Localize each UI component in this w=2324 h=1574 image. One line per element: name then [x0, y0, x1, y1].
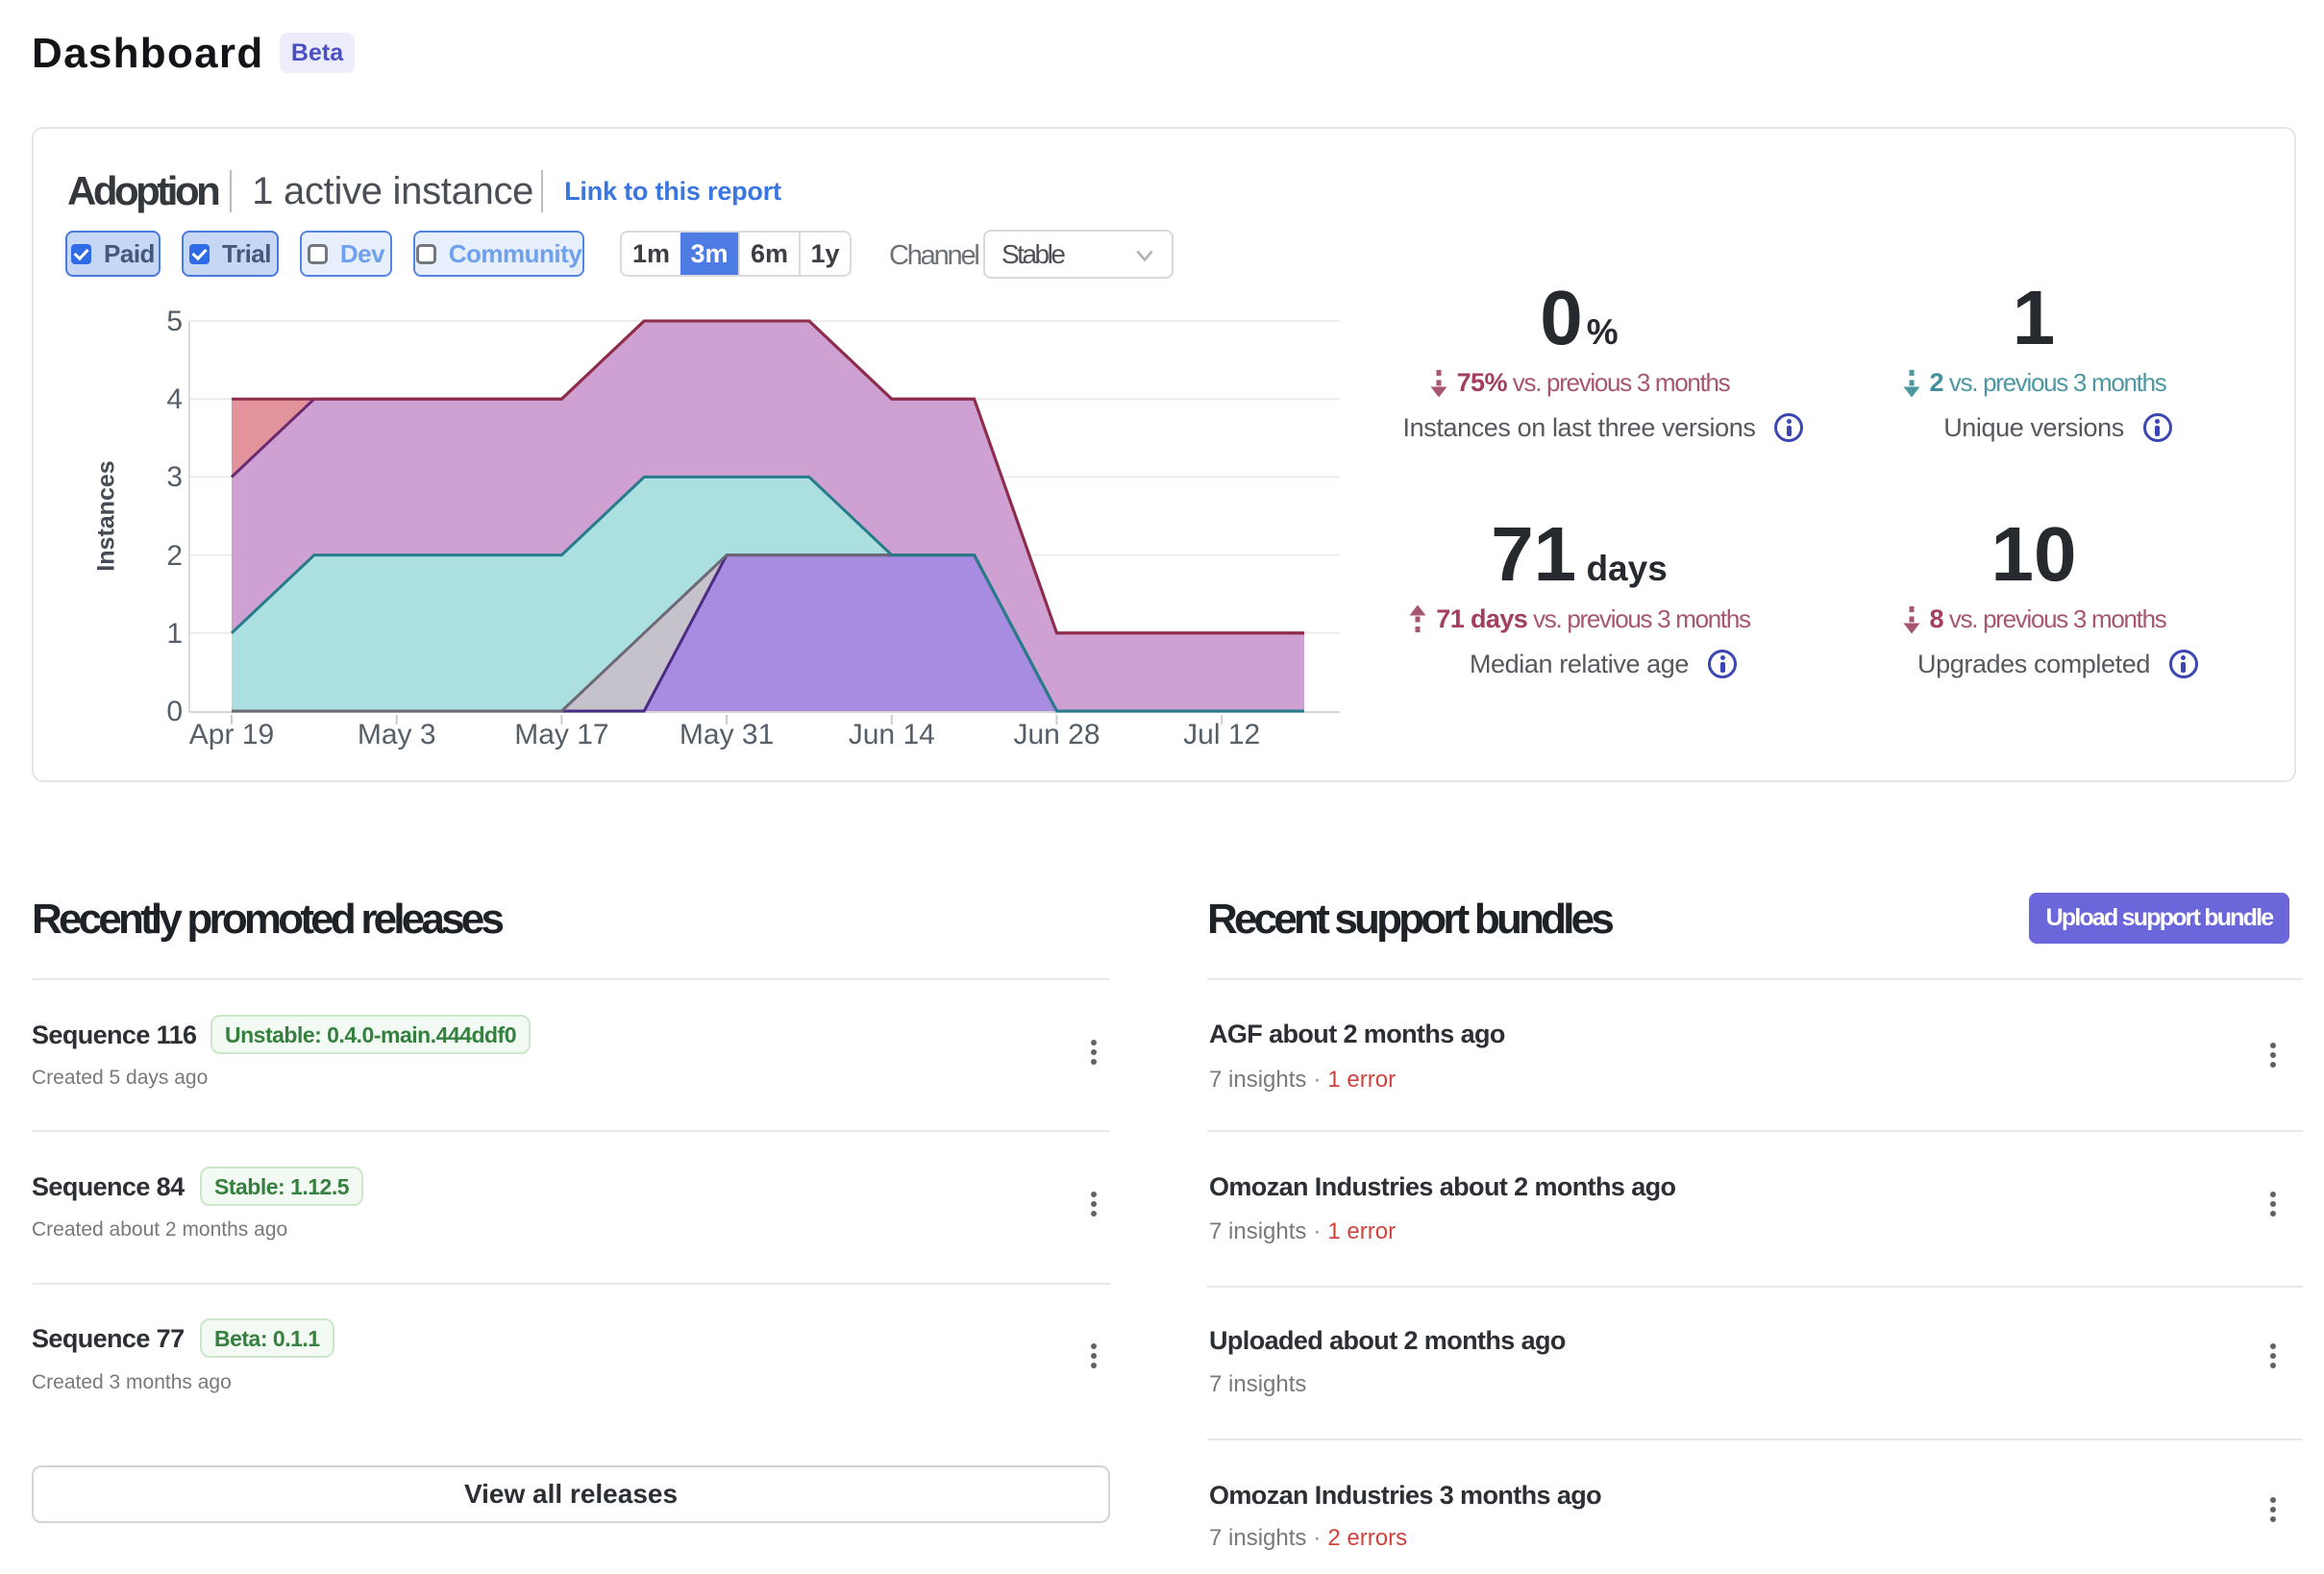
svg-text:2: 2	[166, 540, 183, 572]
svg-text:3: 3	[166, 461, 183, 493]
svg-text:5: 5	[166, 306, 183, 337]
svg-text:Jun 14: Jun 14	[849, 719, 935, 750]
svg-text:May 3: May 3	[358, 719, 436, 750]
svg-text:May 17: May 17	[514, 719, 608, 750]
svg-text:4: 4	[166, 383, 183, 415]
svg-text:0: 0	[166, 696, 183, 727]
svg-text:1: 1	[166, 618, 183, 650]
svg-text:Jul 12: Jul 12	[1183, 719, 1260, 750]
svg-text:Apr 19: Apr 19	[189, 719, 274, 750]
svg-text:Instances: Instances	[93, 460, 120, 571]
svg-text:Jun 28: Jun 28	[1013, 719, 1100, 750]
svg-text:May 31: May 31	[680, 719, 774, 750]
